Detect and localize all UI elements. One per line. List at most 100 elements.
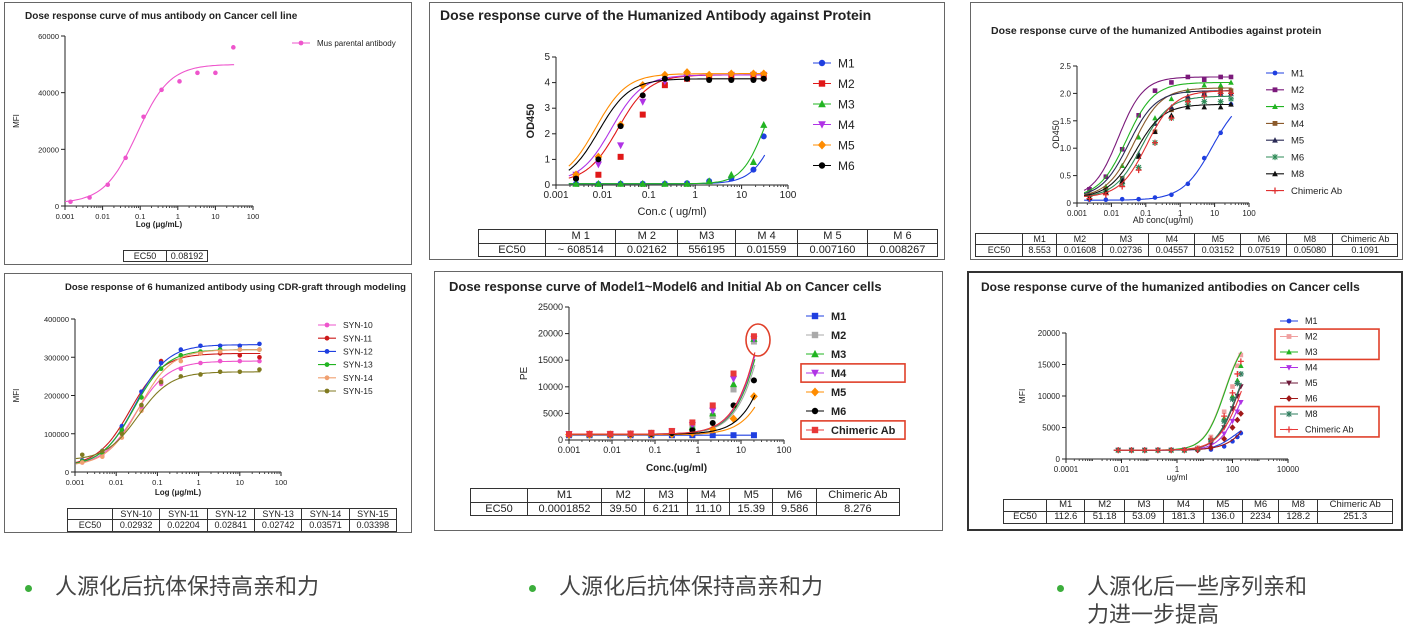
legend-item: M4	[1280, 363, 1318, 373]
ec50-value: 53.09	[1123, 510, 1165, 524]
chart-svg: 0.001 0.01 0.1 1 10 100 0 5000 10000 15000 20000 25…	[519, 302, 906, 474]
ec50-header: EC50	[123, 249, 167, 263]
bullet-text: 人源化后抗体保持高亲和力	[55, 575, 320, 600]
y-tick-label: 300000	[44, 353, 69, 362]
y-tick-label: 0	[1067, 199, 1072, 208]
x-tick-label: 10	[1210, 209, 1219, 218]
legend-marker	[1286, 365, 1292, 371]
data-point	[217, 343, 223, 349]
ec50-header: M1	[1021, 232, 1058, 246]
data-point	[1168, 447, 1175, 454]
data-point	[119, 435, 125, 440]
data-point	[1234, 416, 1241, 424]
legend-label: M5	[1291, 136, 1304, 147]
ec50-header: M3	[1102, 232, 1150, 246]
chart-title: Dose response curve of mus antibody on C…	[25, 11, 298, 22]
ec50-header: M3	[1123, 499, 1165, 512]
ec50-value: 39.50	[601, 501, 646, 517]
data-point	[178, 358, 184, 364]
legend-item: M4	[1266, 119, 1304, 130]
fit-curve	[1083, 76, 1232, 191]
data-point	[237, 347, 243, 352]
ec50-value: 136.0	[1202, 510, 1244, 524]
x-tick-label: 1	[1175, 465, 1180, 474]
x-tick-label: 0.1	[649, 445, 662, 455]
legend-marker	[1271, 153, 1279, 161]
data-point	[231, 45, 236, 50]
legend-item: M3	[806, 349, 846, 361]
x-tick-label: 0.01	[95, 212, 110, 221]
data-point	[1135, 167, 1142, 174]
legend-label: M8	[1305, 409, 1318, 419]
ec50-value: ~ 608514	[544, 242, 617, 258]
data-point	[1185, 104, 1191, 110]
y-tick-label: 5	[544, 52, 550, 63]
highlight-circle	[745, 323, 771, 357]
legend-item: M3	[1280, 347, 1318, 357]
legend-item: M1	[806, 311, 846, 323]
x-tick-label: 10000	[1277, 465, 1300, 474]
data-point	[1185, 74, 1191, 80]
series-m4	[565, 335, 758, 439]
data-point	[1234, 370, 1241, 377]
data-point	[750, 377, 757, 384]
fit-curve	[1113, 384, 1242, 451]
legend-marker	[298, 40, 304, 46]
data-point	[68, 199, 73, 205]
x-tick-label: 1	[1178, 209, 1183, 218]
legend-item: M1	[1280, 316, 1318, 326]
data-point	[617, 153, 624, 160]
data-point	[1221, 431, 1227, 437]
data-point	[706, 77, 713, 84]
legend-label: M6	[838, 159, 855, 173]
highlight-box	[800, 363, 906, 383]
ec50-header: SYN-12	[206, 507, 255, 521]
data-point	[1169, 80, 1174, 85]
x-axis-label: Log (μg/mL)	[136, 220, 183, 229]
legend-marker	[324, 349, 330, 354]
legend-label: M2	[838, 77, 855, 91]
series-syn-15	[75, 367, 262, 460]
ec50-value: 51.18	[1084, 510, 1125, 524]
series-syn-14	[75, 347, 262, 465]
legend-label: SYN-13	[343, 360, 373, 370]
legend-item: Mus parental antibody	[292, 39, 396, 48]
y-tick-label: 0	[558, 435, 563, 445]
highlight-box	[800, 420, 906, 440]
data-point	[1154, 447, 1161, 454]
series-syn-10	[75, 358, 262, 465]
x-tick-label: 0.1	[135, 212, 145, 221]
legend-item: M8	[1280, 409, 1318, 419]
legend-item: SYN-11	[318, 333, 372, 343]
data-point	[217, 369, 223, 375]
data-point	[705, 177, 713, 185]
chart-title: Dose response curve of the Humanized Ant…	[440, 7, 872, 23]
chart-svg: 0.001 0.01 0.1 1 10 100 0 20000 40000 60000 Log (μ…	[12, 32, 396, 229]
ec50-value: 181.3	[1163, 510, 1204, 524]
data-point	[1119, 196, 1125, 202]
fit-curve	[1083, 87, 1232, 196]
y-tick-label: 400000	[44, 315, 69, 324]
fit-curve	[569, 355, 756, 435]
data-point	[119, 427, 125, 433]
data-point	[1237, 358, 1244, 365]
x-tick-label: 100	[776, 445, 791, 455]
data-point	[1201, 98, 1208, 105]
data-point	[105, 182, 111, 188]
data-point	[594, 161, 603, 169]
chart-svg: 0.001 0.01 0.1 1 10 100 0 100000 200000 300000 400…	[12, 315, 373, 497]
ec50-value: 556195	[677, 242, 737, 258]
data-point	[158, 360, 164, 366]
x-tick-label: 0.001	[56, 212, 75, 221]
ec50-table: M1 M2 M3 M4 M5 M6 Chimeric Ab EC50 0.000…	[470, 488, 901, 517]
legend-label: M8	[1291, 169, 1304, 180]
y-tick-label: 0.5	[1060, 172, 1072, 181]
data-point	[1201, 82, 1208, 88]
legend-label: M4	[1305, 363, 1318, 373]
data-point	[573, 175, 580, 182]
legend-marker	[324, 335, 330, 341]
data-point	[661, 179, 669, 187]
data-point	[1102, 191, 1109, 198]
ec50-header: M5	[1202, 499, 1244, 512]
data-point	[1238, 362, 1244, 369]
